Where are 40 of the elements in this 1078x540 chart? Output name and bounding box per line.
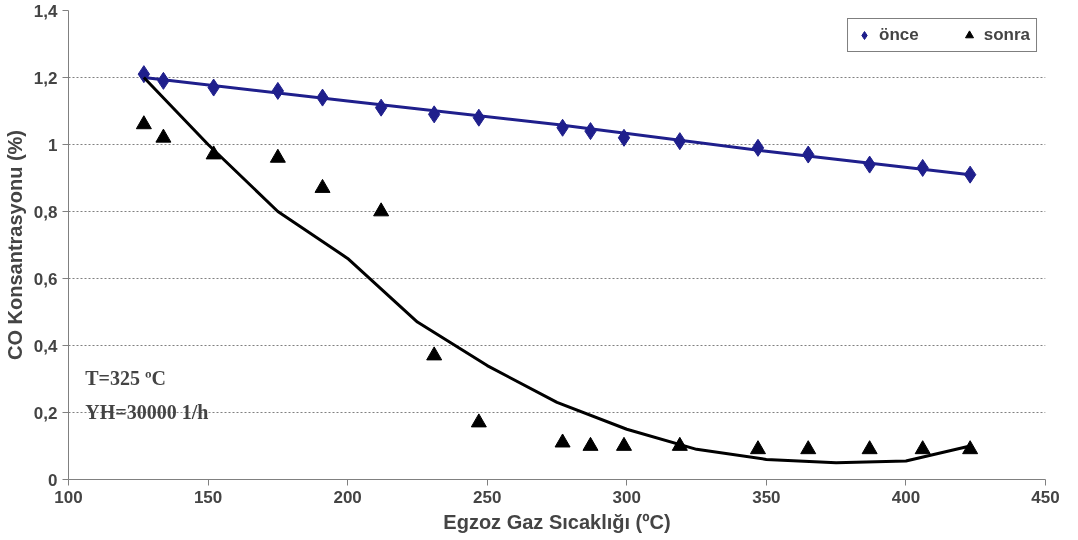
point <box>135 115 152 130</box>
y-tick-label: 1 <box>48 135 58 155</box>
point <box>137 65 151 84</box>
y-tick-label: 0,4 <box>33 336 59 356</box>
y-tick-label: 0 <box>48 470 58 490</box>
point <box>470 413 487 428</box>
point <box>582 436 599 451</box>
legend-label: önce <box>879 25 919 45</box>
point <box>861 440 878 455</box>
point <box>426 346 443 361</box>
x-tick-label: 200 <box>333 487 362 507</box>
point <box>269 148 286 163</box>
x-tick-label: 350 <box>752 487 781 507</box>
point <box>749 440 766 455</box>
y-tick-label: 1,4 <box>33 1 59 21</box>
y-axis-title: CO Konsantrasyonu (%) <box>3 129 26 361</box>
point <box>615 436 632 451</box>
y-tick-label: 0,2 <box>33 403 58 423</box>
point <box>314 178 331 193</box>
point <box>914 440 931 455</box>
x-tick-label: 400 <box>891 487 921 507</box>
point <box>617 128 631 147</box>
y-tick-label: 0,6 <box>33 269 58 289</box>
y-tick-label: 1,2 <box>33 68 58 88</box>
point <box>373 202 390 217</box>
point <box>155 128 172 143</box>
x-axis-title: Egzoz Gaz Sıcaklığı (ºC) <box>443 510 671 533</box>
x-tick-label: 450 <box>1031 487 1060 507</box>
annotation: YH=30000 1/h <box>85 400 209 423</box>
x-tick-label: 100 <box>54 487 83 507</box>
point <box>962 440 979 455</box>
legend-label: sonra <box>983 25 1030 45</box>
x-tick-label: 250 <box>473 487 502 507</box>
point <box>963 165 977 184</box>
x-tick-label: 300 <box>612 487 641 507</box>
point <box>800 440 817 455</box>
point <box>554 433 571 448</box>
x-tick-label: 150 <box>193 487 223 507</box>
y-tick-label: 0,8 <box>33 202 58 222</box>
annotation: T=325 ºC <box>85 367 167 390</box>
